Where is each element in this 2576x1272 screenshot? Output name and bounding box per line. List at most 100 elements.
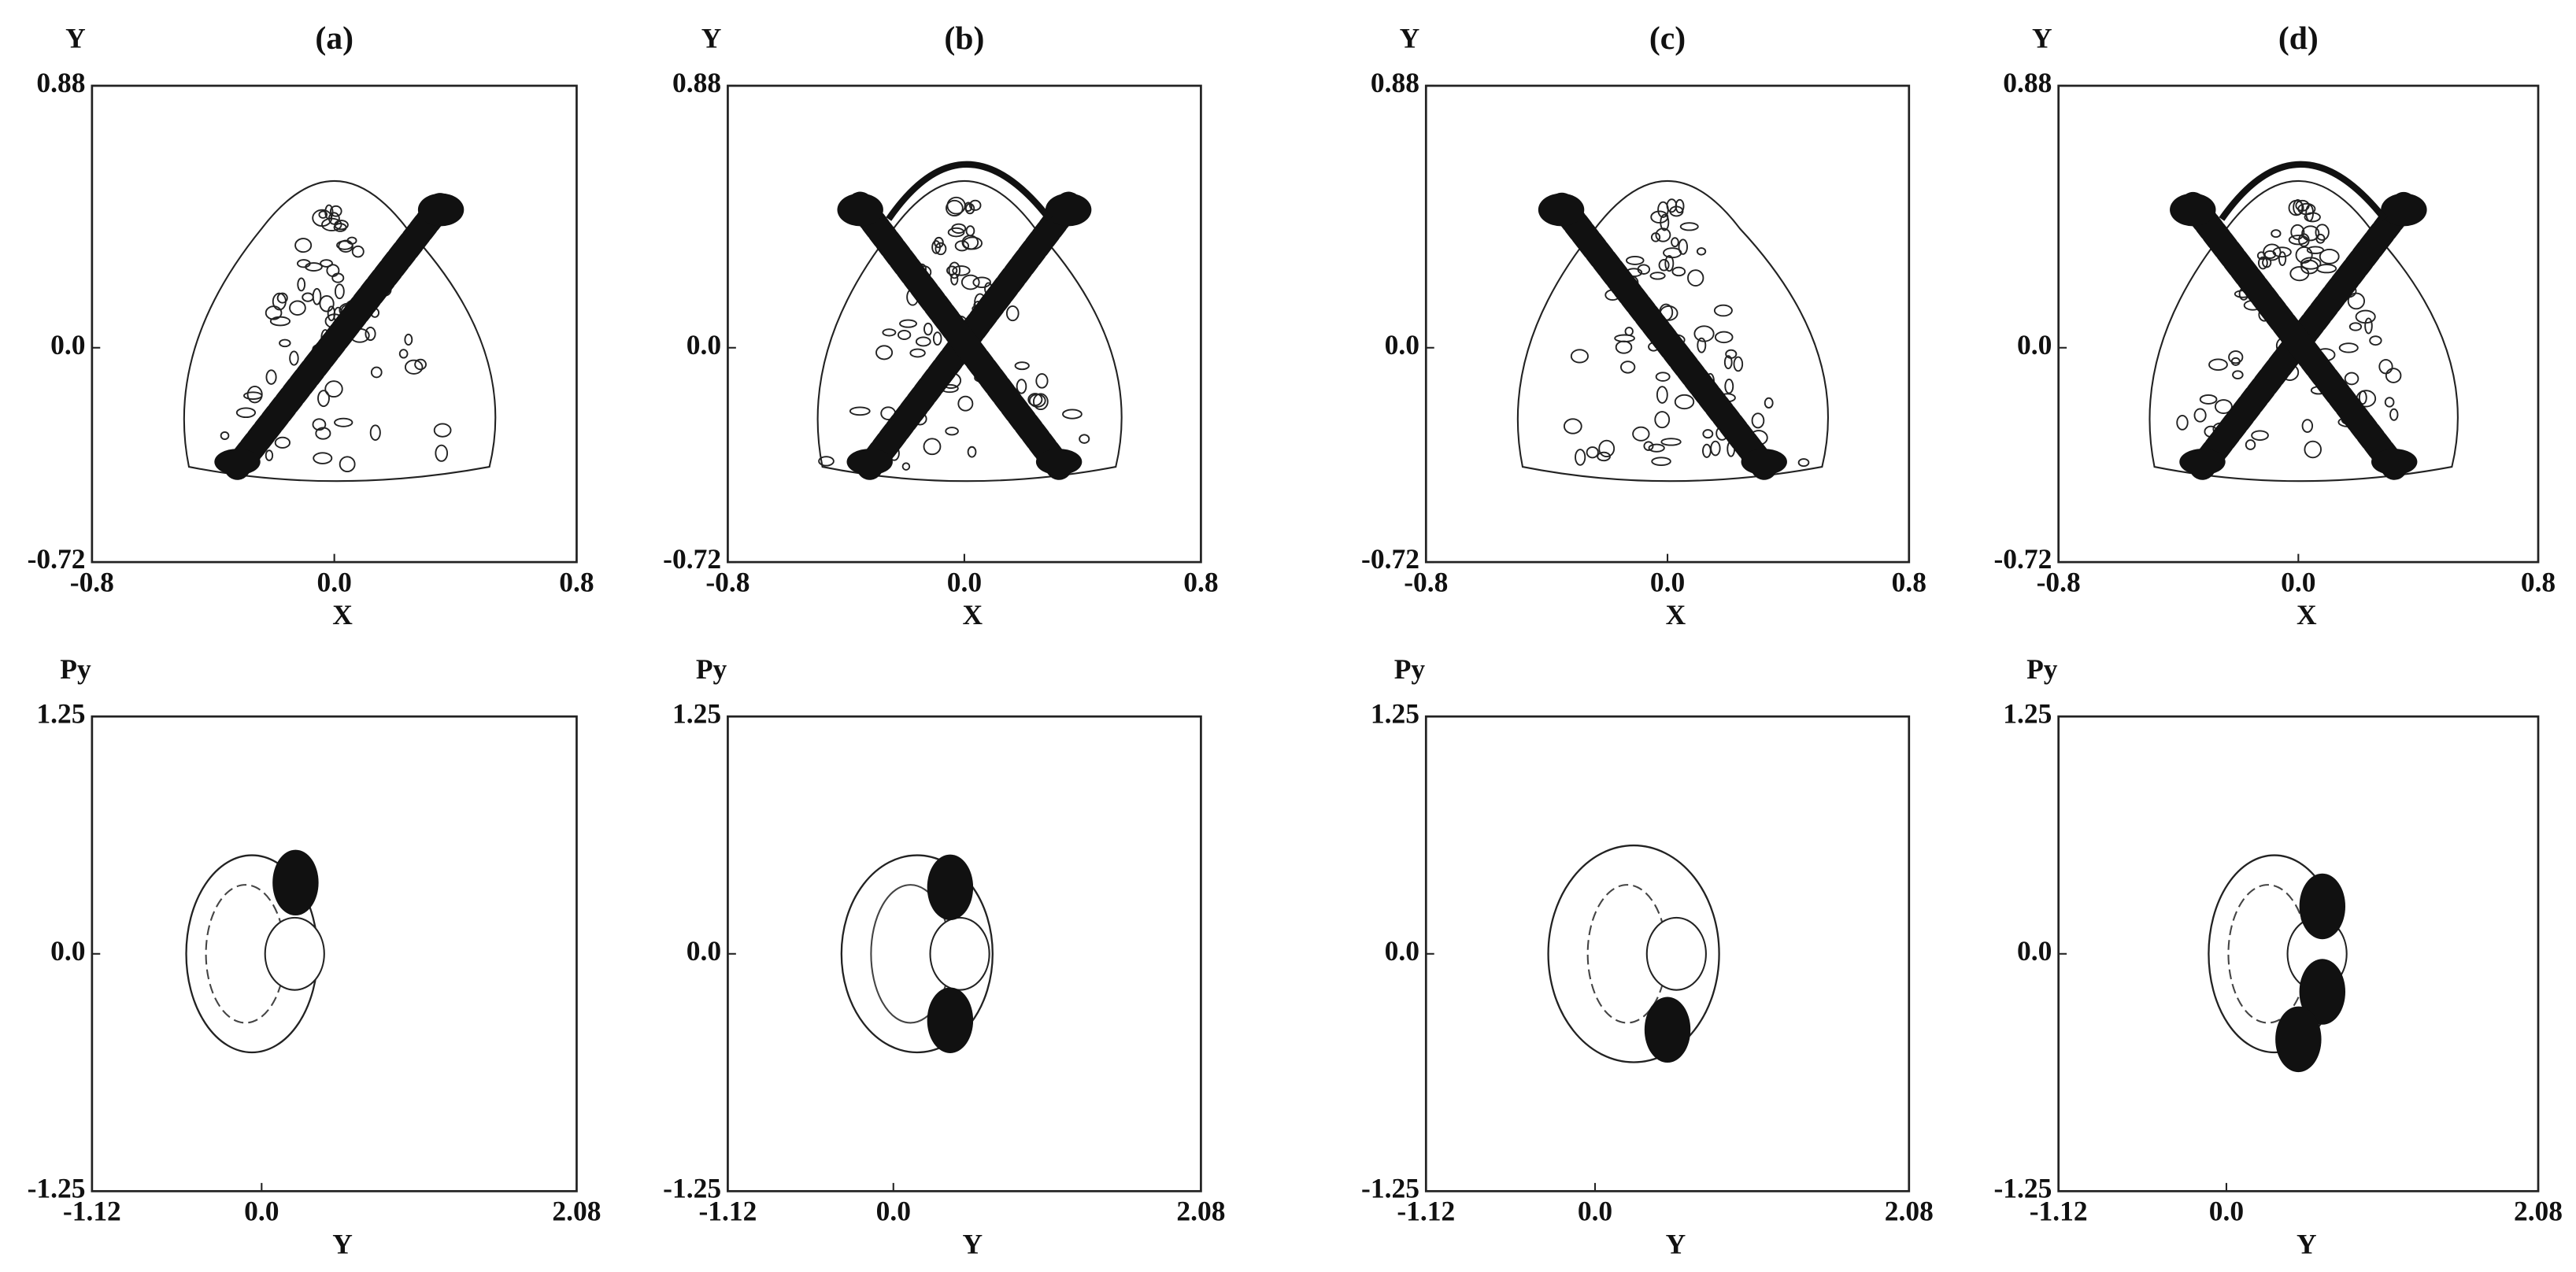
contour-ring <box>2262 257 2272 268</box>
x-tick-label: 0.0 <box>2209 1196 2244 1227</box>
contour-ring <box>246 386 263 404</box>
contour-ring <box>1032 393 1049 411</box>
contour-ring <box>946 199 964 217</box>
contour-ring <box>1570 349 1589 364</box>
y-axis-label: Y <box>65 23 86 54</box>
contour-ring <box>1658 259 1670 272</box>
contour-ring <box>1657 201 1669 218</box>
contour-ring <box>1751 412 1765 429</box>
panel-title: (d) <box>2278 20 2319 57</box>
dense-blob <box>927 854 974 921</box>
contour-ring <box>1016 379 1027 394</box>
contour-ring <box>1649 272 1666 280</box>
x-tick-label: 0.0 <box>1650 566 1685 597</box>
contour-ring <box>2315 224 2330 241</box>
contour-ring <box>2301 225 2320 242</box>
contour-ring <box>948 261 961 279</box>
contour-ring <box>1014 361 1030 371</box>
y-axis-label: Y <box>1400 23 1420 54</box>
contour-outline <box>1547 844 1720 1063</box>
contour-ring <box>289 350 299 366</box>
contour-ring <box>946 265 958 275</box>
contour-ring <box>1696 247 1707 256</box>
contour-ring <box>1598 439 1616 458</box>
contour-ring <box>1597 451 1611 462</box>
contour-ring <box>2358 390 2367 405</box>
y-tick-label: 0.0 <box>1385 935 1419 967</box>
contour-ring <box>370 366 383 379</box>
y-tick-label: -0.72 <box>1361 543 1419 575</box>
contour-ring <box>934 236 944 249</box>
contour-ring <box>305 262 323 272</box>
contour-ring <box>1671 266 1686 277</box>
contour-ring <box>972 276 991 288</box>
contour-ring <box>932 331 942 346</box>
contour-ring <box>2384 397 2395 408</box>
contour-ring <box>964 202 973 213</box>
contour-ring <box>935 242 947 256</box>
contour-ring <box>2315 233 2326 244</box>
y-tick-label: -1.25 <box>663 1172 721 1204</box>
contour-ring <box>950 272 959 286</box>
contour-ring <box>2378 359 2393 375</box>
contour-ring <box>915 336 931 347</box>
y-tick-label: 0.0 <box>1385 329 1419 361</box>
contour-ring <box>1655 372 1671 382</box>
x-axis-label: Y <box>1666 1228 1686 1259</box>
contour-ring <box>269 316 291 327</box>
contour-ring <box>960 274 980 290</box>
x-tick-label: 0.0 <box>1578 1196 1612 1227</box>
x-axis-label: X <box>963 599 983 630</box>
dense-lobe <box>1035 449 1083 475</box>
y-tick-label: 1.25 <box>2003 697 2052 729</box>
dense-blob <box>272 849 319 916</box>
contour-ring <box>294 238 313 253</box>
contour-ring <box>1575 449 1586 466</box>
contour-ring <box>365 326 376 342</box>
contour-ring <box>2228 350 2244 364</box>
panel: -0.8 0.0 0.8 -0.72 0.0 0.88 X Y (c) <box>1361 20 1926 630</box>
contour-ring <box>274 436 291 449</box>
contour-ring <box>968 199 982 211</box>
contour-ring <box>276 292 288 304</box>
contour-ring <box>1615 340 1633 354</box>
dense-lobe <box>214 449 261 475</box>
contour-ring <box>414 358 427 371</box>
y-tick-label: 1.25 <box>672 697 721 729</box>
y-tick-label: -1.25 <box>28 1172 86 1204</box>
x-tick-label: 0.0 <box>876 1196 911 1227</box>
contour-ring <box>297 277 306 292</box>
y-tick-label: 0.88 <box>672 67 721 98</box>
x-tick-label: 0.8 <box>559 566 594 597</box>
contour-ring <box>369 424 381 441</box>
contour-ring <box>2230 357 2241 366</box>
contour-ring <box>289 300 306 316</box>
dense-lobe <box>837 193 883 227</box>
y-tick-label: 0.0 <box>50 935 85 967</box>
contour-ring <box>1624 327 1634 336</box>
contour-ring <box>1654 411 1671 429</box>
contour-ring <box>2389 408 2399 421</box>
contour-ring <box>1586 446 1599 459</box>
contour-ring <box>2245 439 2256 450</box>
contour-ring <box>1035 373 1049 389</box>
contour-ring <box>243 391 263 400</box>
x-tick-label: 2.08 <box>552 1196 601 1227</box>
contour-ring <box>2288 235 2308 246</box>
dense-band <box>847 191 1072 480</box>
x-tick-label: 0.0 <box>244 1196 279 1227</box>
dense-lobe <box>2381 193 2427 227</box>
contour-ring <box>2348 322 2363 331</box>
panel: -1.12 0.0 2.08 -1.25 0.0 1.25 Y Py <box>1993 653 2563 1259</box>
contour-ring <box>965 225 975 237</box>
contour-ring <box>324 204 334 220</box>
y-axis-label: Y <box>2032 23 2052 54</box>
dense-blob <box>2275 1006 2322 1073</box>
plot-frame <box>91 715 578 1192</box>
contour-ring <box>2214 399 2233 415</box>
x-axis-label: X <box>1666 599 1686 630</box>
contour-ring <box>2271 229 2282 238</box>
contour-ring <box>2306 246 2325 254</box>
contour-ring <box>433 423 452 438</box>
